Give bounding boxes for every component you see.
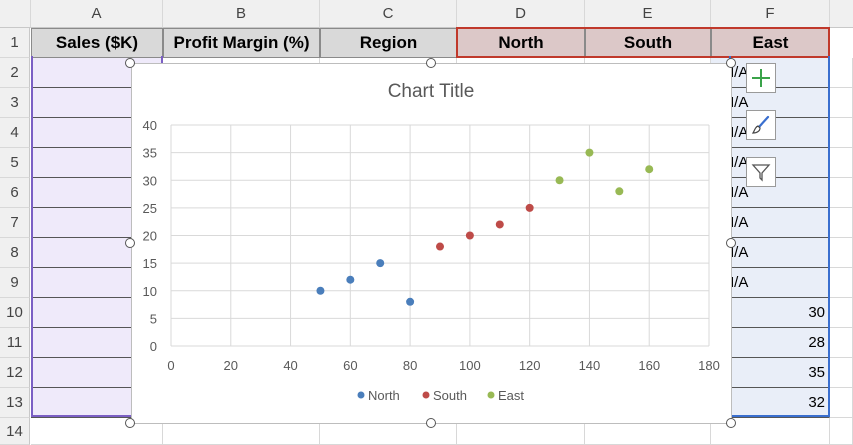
cell-g12[interactable] — [830, 358, 853, 388]
x-tick-label: 120 — [519, 358, 541, 373]
x-tick-label: 40 — [283, 358, 297, 373]
resize-handle-bottom[interactable] — [426, 418, 436, 428]
row-header-6[interactable]: 6 — [0, 178, 30, 208]
x-tick-label: 80 — [403, 358, 417, 373]
header-region[interactable]: Region — [320, 28, 457, 58]
legend-marker-east — [487, 391, 495, 399]
data-point-south[interactable] — [436, 242, 444, 251]
legend-label-north[interactable]: North — [368, 388, 400, 403]
row-header-2[interactable]: 2 — [0, 58, 30, 88]
row-header-13[interactable]: 13 — [0, 388, 30, 418]
legend-marker-north — [357, 391, 365, 399]
data-point-east[interactable] — [585, 148, 594, 157]
legend-marker-south — [422, 391, 430, 399]
x-tick-label: 180 — [698, 358, 720, 373]
x-tick-label: 140 — [579, 358, 601, 373]
y-tick-label: 35 — [143, 146, 157, 161]
row-header-5[interactable]: 5 — [0, 148, 30, 178]
y-tick-label: 5 — [150, 311, 157, 326]
data-point-east[interactable] — [615, 187, 624, 196]
row-header-10[interactable]: 10 — [0, 298, 30, 328]
y-tick-label: 0 — [150, 339, 157, 354]
y-tick-label: 30 — [143, 173, 157, 188]
cell-g2[interactable] — [830, 58, 853, 88]
row-header-9[interactable]: 9 — [0, 268, 30, 298]
x-tick-label: 20 — [224, 358, 238, 373]
row-header-3[interactable]: 3 — [0, 88, 30, 118]
cell-g11[interactable] — [830, 328, 853, 358]
row-header-12[interactable]: 12 — [0, 358, 30, 388]
cell-g6[interactable] — [830, 178, 853, 208]
column-header-g[interactable] — [830, 0, 853, 28]
x-tick-label: 0 — [167, 358, 174, 373]
cell-g5[interactable] — [830, 148, 853, 178]
column-header-f[interactable]: F — [711, 0, 830, 28]
header-profit-margin[interactable]: Profit Margin (%) — [163, 28, 320, 58]
chart-filters-button[interactable] — [746, 157, 776, 187]
resize-handle-left[interactable] — [125, 238, 135, 248]
resize-handle-bottom-left[interactable] — [125, 418, 135, 428]
header-east[interactable]: East — [711, 28, 830, 58]
data-point-south[interactable] — [495, 220, 504, 229]
x-tick-label: 60 — [343, 358, 357, 373]
chart-title[interactable]: Chart Title — [388, 81, 475, 102]
cell-g9[interactable] — [830, 268, 853, 298]
resize-handle-bottom-right[interactable] — [726, 418, 736, 428]
resize-handle-top-right[interactable] — [726, 58, 736, 68]
legend-label-south[interactable]: South — [433, 388, 467, 403]
x-tick-label: 160 — [638, 358, 660, 373]
chart-plot: Chart Title 0 5 10 15 20 25 30 35 40 0 20 40 60 80 100 1… — [143, 81, 720, 403]
y-tick-label: 40 — [143, 118, 157, 133]
cell-g14[interactable] — [830, 418, 853, 445]
cell-g13[interactable] — [830, 388, 853, 418]
data-point-north[interactable] — [376, 259, 385, 268]
data-point-north[interactable] — [406, 297, 415, 306]
data-point-east[interactable] — [555, 176, 564, 185]
chart-elements-button[interactable] — [746, 63, 776, 93]
row-header-4[interactable]: 4 — [0, 118, 30, 148]
y-tick-label: 15 — [143, 256, 157, 271]
data-point-south[interactable] — [465, 231, 474, 240]
column-header-b[interactable]: B — [163, 0, 320, 28]
column-header-a[interactable]: A — [31, 0, 163, 28]
header-sales[interactable]: Sales ($K) — [31, 28, 163, 58]
select-all-corner[interactable] — [0, 0, 31, 28]
data-point-east[interactable] — [645, 165, 654, 174]
data-point-north[interactable] — [316, 286, 325, 295]
resize-handle-top-left[interactable] — [125, 58, 135, 68]
data-point-south[interactable] — [525, 203, 534, 212]
row-header-1[interactable]: 1 — [0, 28, 30, 58]
y-tick-label: 20 — [143, 229, 157, 244]
resize-handle-top[interactable] — [426, 58, 436, 68]
data-point-north[interactable] — [346, 275, 355, 284]
chart-styles-button[interactable] — [746, 110, 776, 140]
resize-handle-right[interactable] — [726, 238, 736, 248]
cell-g8[interactable] — [830, 238, 853, 268]
column-header-c[interactable]: C — [320, 0, 457, 28]
cell-g4[interactable] — [830, 118, 853, 148]
row-header-14[interactable]: 14 — [0, 418, 30, 445]
y-tick-label: 25 — [143, 201, 157, 216]
cell-g10[interactable] — [830, 298, 853, 328]
x-tick-label: 100 — [459, 358, 481, 373]
plus-icon — [752, 69, 770, 87]
column-header-d[interactable]: D — [457, 0, 585, 28]
cell-g7[interactable] — [830, 208, 853, 238]
row-header-11[interactable]: 11 — [0, 328, 30, 358]
row-header-8[interactable]: 8 — [0, 238, 30, 268]
cell-g3[interactable] — [830, 88, 853, 118]
legend-label-east[interactable]: East — [498, 388, 524, 403]
filter-icon — [751, 164, 771, 182]
scatter-chart[interactable]: Chart Title 0 5 10 15 20 25 30 35 40 0 20 40 60 80 100 1… — [131, 63, 732, 424]
y-tick-label: 10 — [143, 284, 157, 299]
header-north[interactable]: North — [457, 28, 585, 58]
column-header-e[interactable]: E — [585, 0, 711, 28]
brush-icon — [751, 115, 770, 134]
row-header-7[interactable]: 7 — [0, 208, 30, 238]
header-south[interactable]: South — [585, 28, 711, 58]
